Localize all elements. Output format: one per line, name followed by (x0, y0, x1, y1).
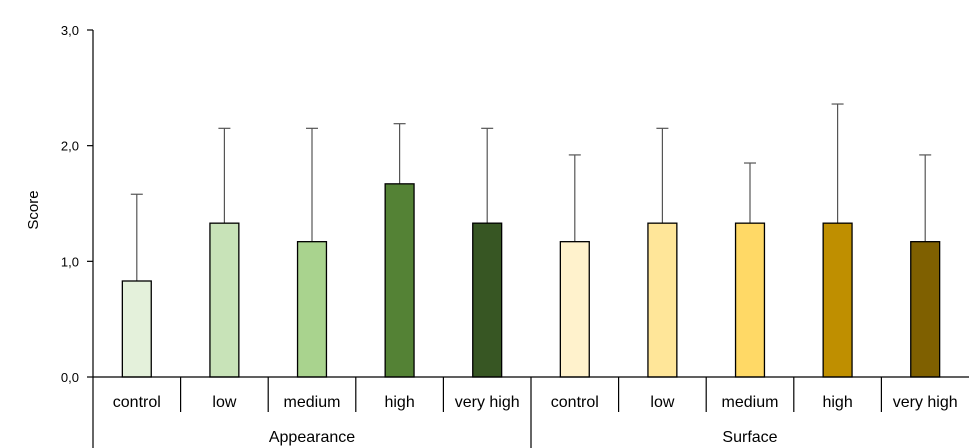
y-axis: 0,0 1,0 2,0 3,0 (61, 23, 94, 385)
x-category-label: very high (455, 394, 520, 411)
y-tick-label: 0,0 (61, 370, 79, 385)
y-tick-label: 1,0 (61, 254, 79, 269)
x-category-label: low (212, 394, 236, 411)
x-group-label: Surface (722, 429, 777, 446)
y-axis-title: Score (25, 190, 42, 229)
bar-surface-high (822, 222, 853, 378)
x-category-label: high (822, 394, 852, 411)
bar-surface-medium (734, 222, 766, 378)
bar-appearance-very-high (472, 222, 503, 378)
bars (121, 103, 941, 378)
bar-appearance-control (121, 280, 152, 378)
bar-appearance-low (209, 222, 240, 378)
x-category-label: control (113, 394, 161, 411)
y-tick-label: 3,0 (61, 23, 79, 38)
bar-appearance-high (384, 183, 415, 378)
x-category-label: low (650, 394, 674, 411)
bar-surface-control (559, 241, 590, 378)
bar-surface-low (647, 222, 678, 378)
x-category-label: very high (893, 394, 958, 411)
x-axis: control low medium high very high Appearance c… (92, 376, 969, 448)
x-group-label: Appearance (269, 429, 355, 446)
x-category-label: medium (284, 394, 341, 411)
bar-surface-very-high (910, 241, 941, 378)
x-category-label: medium (722, 394, 779, 411)
x-category-label: high (384, 394, 414, 411)
bar-appearance-medium (296, 241, 328, 378)
y-tick-label: 2,0 (61, 139, 79, 154)
x-category-label: control (551, 394, 599, 411)
